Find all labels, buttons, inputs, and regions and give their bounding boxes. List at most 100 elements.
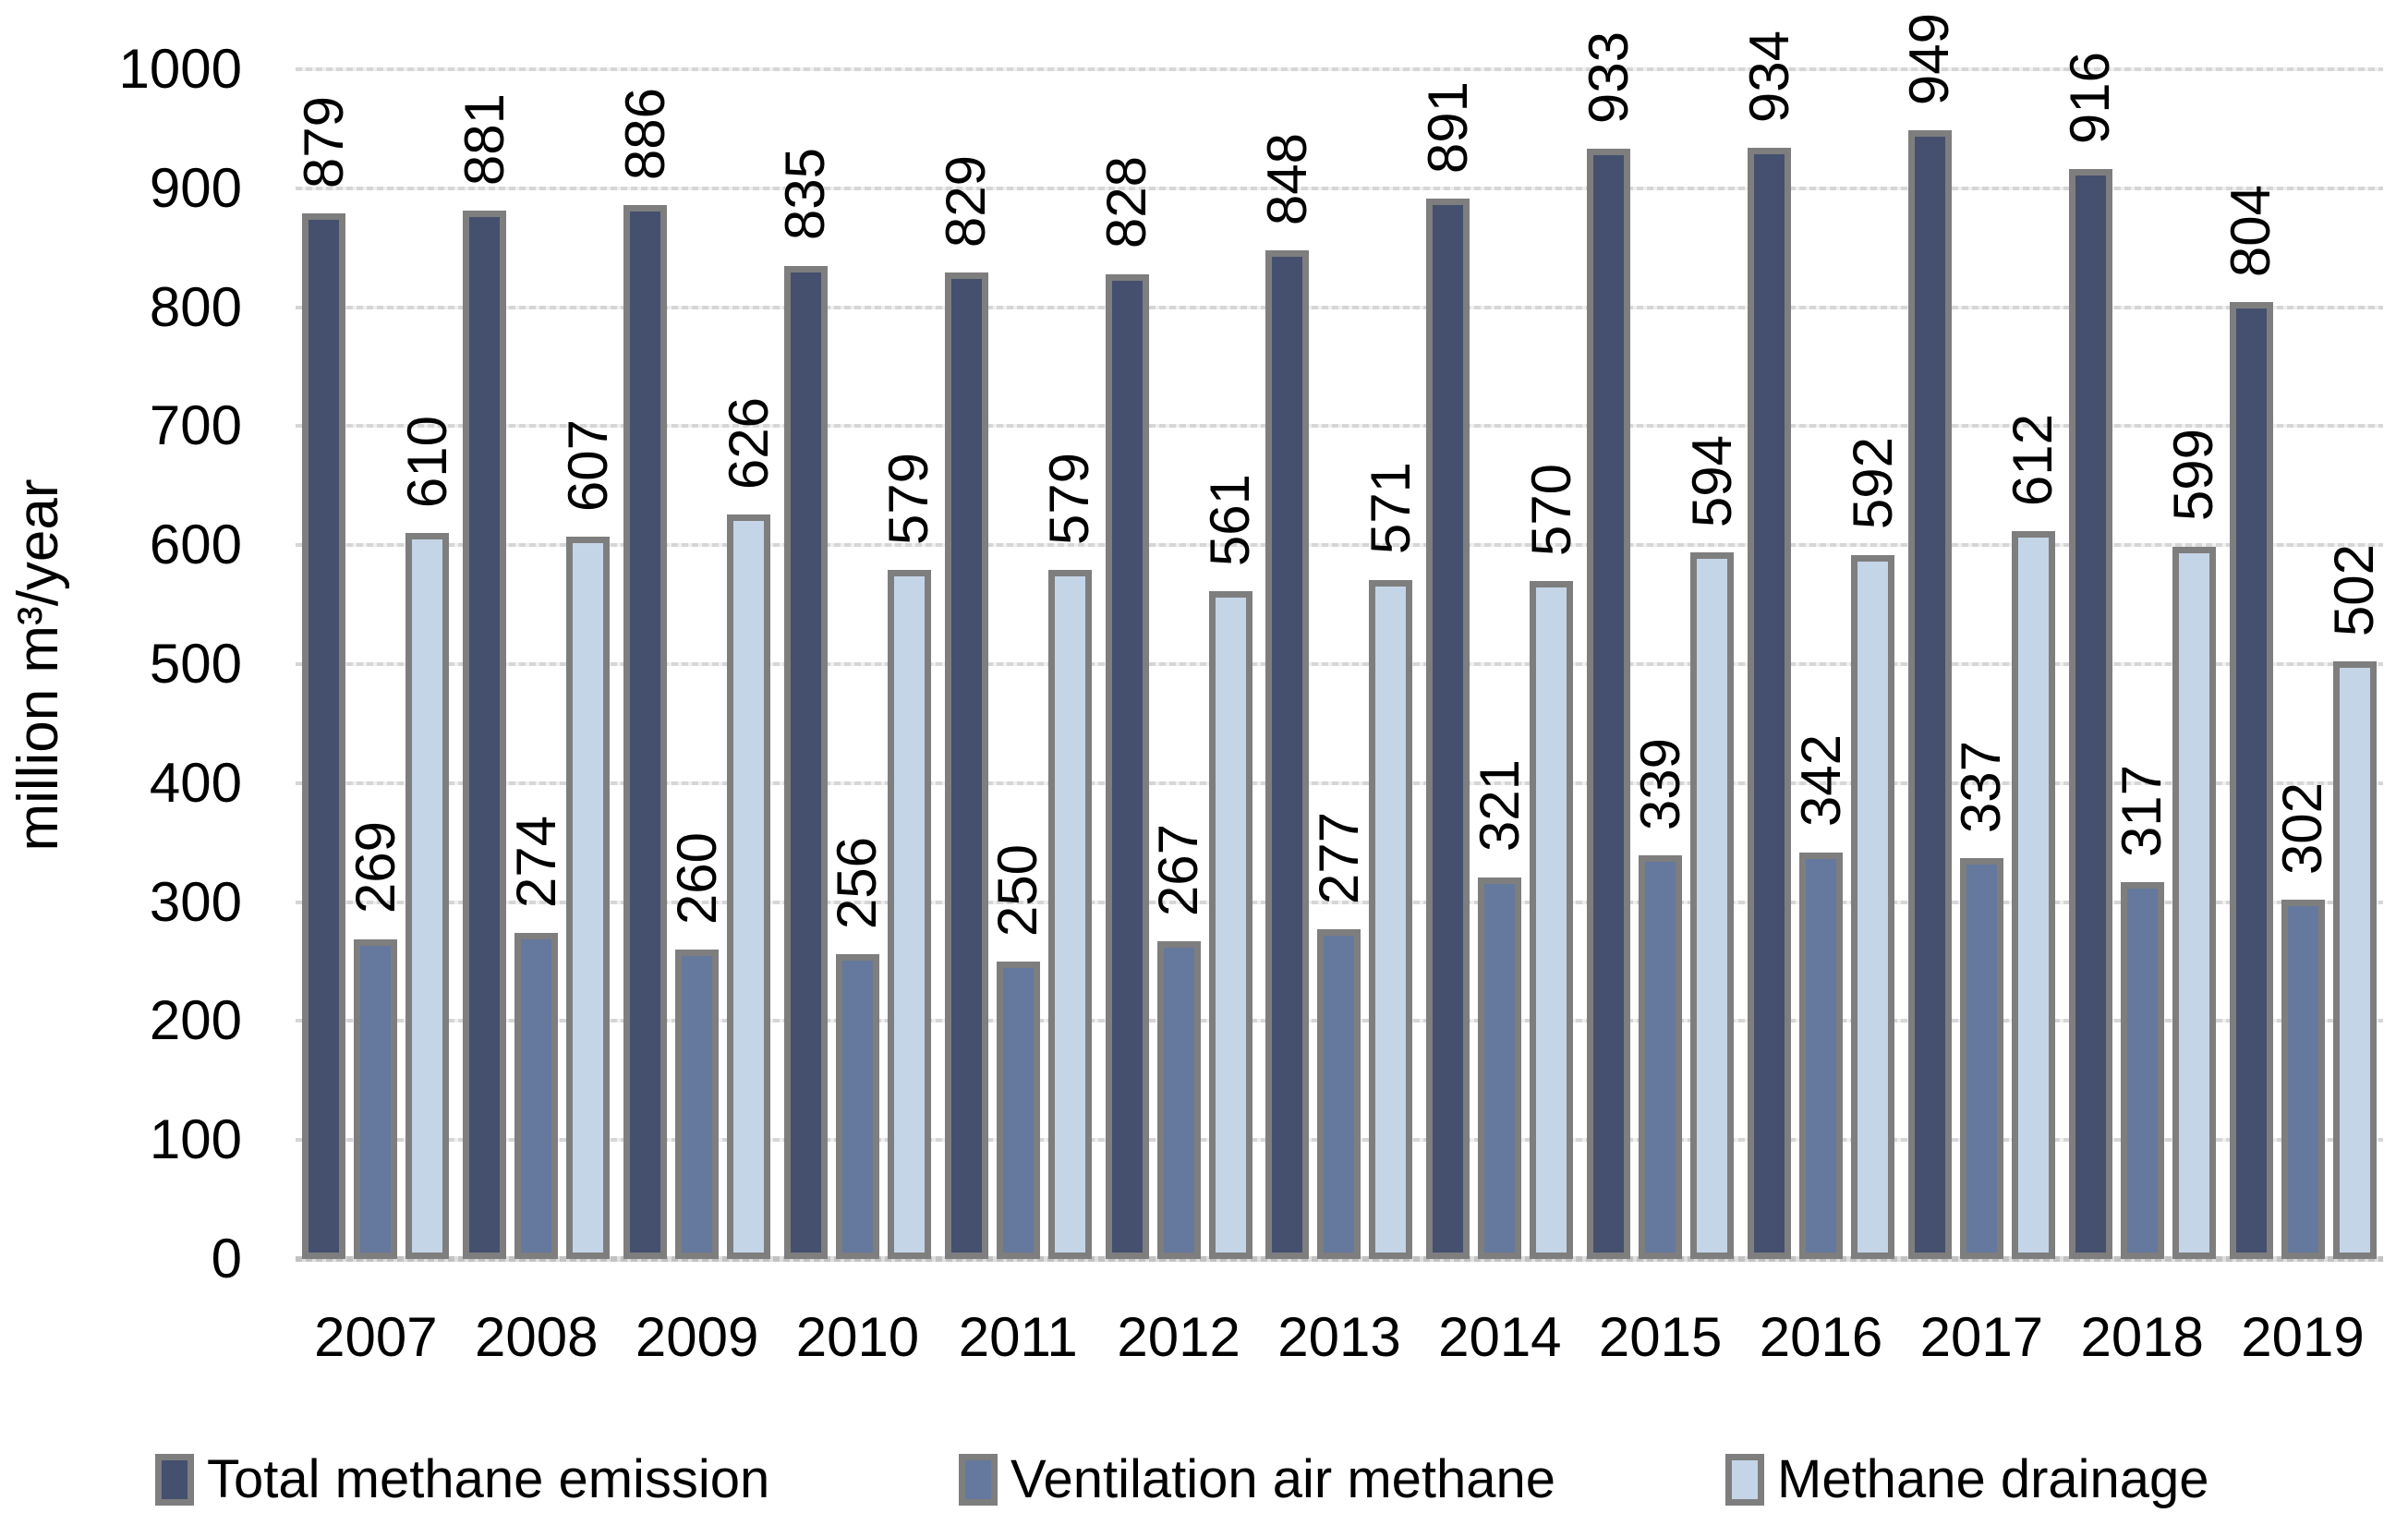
gridline xyxy=(296,305,2383,309)
legend-item-ventilation-air-methane: Ventilation air methane xyxy=(959,1446,1555,1513)
bar-methane-drainage: 579 xyxy=(877,453,939,1259)
x-tick-label: 2007 xyxy=(314,1306,438,1368)
bar-value-label: 321 xyxy=(1468,759,1531,853)
bar-methane-drainage: 599 xyxy=(2162,429,2224,1259)
bar-group-2008: 881 274 607 xyxy=(454,69,619,1259)
y-axis: 0 100 200 300 400 500 600 700 800 900 1000 xyxy=(0,38,242,1289)
bar-methane-drainage: 626 xyxy=(718,397,780,1259)
bar-value-label: 267 xyxy=(1147,824,1210,917)
bar-value-label: 502 xyxy=(2323,544,2386,637)
bar-value-label: 879 xyxy=(292,95,355,188)
x-tick-label: 2008 xyxy=(475,1306,599,1368)
x-tick-label: 2015 xyxy=(1598,1306,1723,1368)
bar-group-2016: 934 342 592 xyxy=(1738,30,1904,1259)
y-tick-label: 1000 xyxy=(118,38,242,100)
bar-methane-drainage: 610 xyxy=(396,416,458,1259)
bar-total-methane-emission: 835 xyxy=(774,148,836,1259)
bar-value-label: 579 xyxy=(1038,453,1101,546)
bar-value-label: 916 xyxy=(2059,52,2122,145)
legend: Total methane emission Ventilation air me… xyxy=(0,1446,2408,1520)
bar-value-label: 886 xyxy=(613,87,676,180)
legend-swatch-icon xyxy=(155,1454,194,1506)
bar-methane-drainage: 612 xyxy=(2002,414,2063,1259)
y-tick-label: 700 xyxy=(149,394,242,457)
x-tick-label: 2019 xyxy=(2241,1306,2365,1368)
gridline xyxy=(296,781,2383,785)
y-tick-label: 0 xyxy=(211,1228,242,1289)
bar-value-label: 571 xyxy=(1359,462,1422,555)
bar-ventilation-air-methane: 342 xyxy=(1790,734,1852,1259)
legend-label: Ventilation air methane xyxy=(1010,1449,1556,1509)
bar-value-label: 607 xyxy=(556,419,619,513)
bar-value-label: 933 xyxy=(1577,31,1640,125)
bar-group-2007: 879 269 610 xyxy=(293,69,458,1259)
bar-ventilation-air-methane: 339 xyxy=(1629,738,1691,1259)
bar-methane-drainage: 594 xyxy=(1681,435,1743,1259)
bar-total-methane-emission: 828 xyxy=(1095,156,1157,1259)
x-axis: 2007 2008 2009 2010 2011 2012 2013 2014 2015 2016… xyxy=(296,1304,2383,1371)
legend-swatch-icon xyxy=(959,1454,998,1506)
x-tick-label: 2013 xyxy=(1277,1306,1401,1368)
bar-value-label: 829 xyxy=(935,155,998,248)
bar-value-label: 610 xyxy=(395,416,458,509)
bar-group-2015: 933 339 594 xyxy=(1578,31,1743,1259)
bar-ventilation-air-methane: 302 xyxy=(2271,782,2333,1259)
bar-value-label: 612 xyxy=(2002,413,2064,506)
bar-methane-drainage: 571 xyxy=(1360,462,1422,1259)
bar-value-label: 274 xyxy=(504,815,567,909)
bar-group-2012: 828 267 561 xyxy=(1095,69,1261,1259)
bar-value-label: 570 xyxy=(1519,463,1582,556)
bar-total-methane-emission: 881 xyxy=(454,93,515,1259)
bar-value-label: 848 xyxy=(1255,132,1318,225)
gridline xyxy=(296,662,2383,666)
legend-item-total-methane-emission: Total methane emission xyxy=(155,1446,769,1513)
x-tick-label: 2009 xyxy=(635,1306,759,1368)
bar-total-methane-emission: 933 xyxy=(1578,31,1640,1259)
bar-value-label: 256 xyxy=(826,837,889,930)
y-tick-label: 500 xyxy=(149,633,242,695)
x-tick-label: 2018 xyxy=(2080,1306,2204,1368)
bar-value-label: 599 xyxy=(2162,429,2225,522)
bar-value-label: 828 xyxy=(1095,156,1158,249)
bar-group-2013: 848 277 571 xyxy=(1256,69,1422,1259)
bar-total-methane-emission: 886 xyxy=(614,88,676,1259)
bar-total-methane-emission: 949 xyxy=(1898,13,1960,1259)
bar-value-label: 626 xyxy=(717,396,780,490)
x-tick-label: 2016 xyxy=(1759,1306,1883,1368)
bar-total-methane-emission: 879 xyxy=(293,96,355,1259)
y-tick-label: 100 xyxy=(149,1108,242,1171)
bar-value-label: 594 xyxy=(1680,434,1743,527)
gridline xyxy=(296,186,2383,190)
gridline xyxy=(296,67,2383,71)
x-tick-label: 2010 xyxy=(795,1306,920,1368)
legend-swatch-icon xyxy=(1725,1454,1764,1506)
bar-value-label: 579 xyxy=(877,453,940,546)
bar-ventilation-air-methane: 250 xyxy=(986,844,1048,1259)
x-axis-line xyxy=(296,1256,2383,1262)
x-tick-label: 2014 xyxy=(1438,1306,1562,1368)
bar-total-methane-emission: 891 xyxy=(1417,81,1479,1259)
bar-ventilation-air-methane: 269 xyxy=(345,821,406,1259)
bar-value-label: 891 xyxy=(1416,81,1479,175)
legend-item-methane-drainage: Methane drainage xyxy=(1725,1446,2209,1513)
gridline xyxy=(296,543,2383,548)
bar-ventilation-air-methane: 277 xyxy=(1308,812,1370,1259)
bar-groups: 879 269 610 881 274 607 886 260 626 835 256 579 829 2… xyxy=(293,13,2385,1259)
bar-value-label: 342 xyxy=(1789,734,1852,828)
bar-ventilation-air-methane: 274 xyxy=(505,816,567,1259)
bar-group-2019: 804 302 502 xyxy=(2220,69,2385,1259)
bar-ventilation-air-methane: 267 xyxy=(1147,824,1209,1259)
bar-value-label: 260 xyxy=(665,832,728,926)
x-tick-label: 2012 xyxy=(1117,1306,1240,1368)
bar-ventilation-air-methane: 317 xyxy=(2111,765,2172,1259)
bar-value-label: 302 xyxy=(2271,781,2334,876)
bar-value-label: 250 xyxy=(986,843,1049,937)
bar-ventilation-air-methane: 337 xyxy=(1950,741,2012,1259)
bar-total-methane-emission: 848 xyxy=(1256,133,1318,1259)
legend-label: Methane drainage xyxy=(1777,1449,2209,1509)
y-tick-label: 600 xyxy=(149,514,242,576)
bar-methane-drainage: 502 xyxy=(2323,544,2385,1259)
x-tick-label: 2011 xyxy=(958,1306,1078,1368)
bar-value-label: 592 xyxy=(1841,437,1904,530)
